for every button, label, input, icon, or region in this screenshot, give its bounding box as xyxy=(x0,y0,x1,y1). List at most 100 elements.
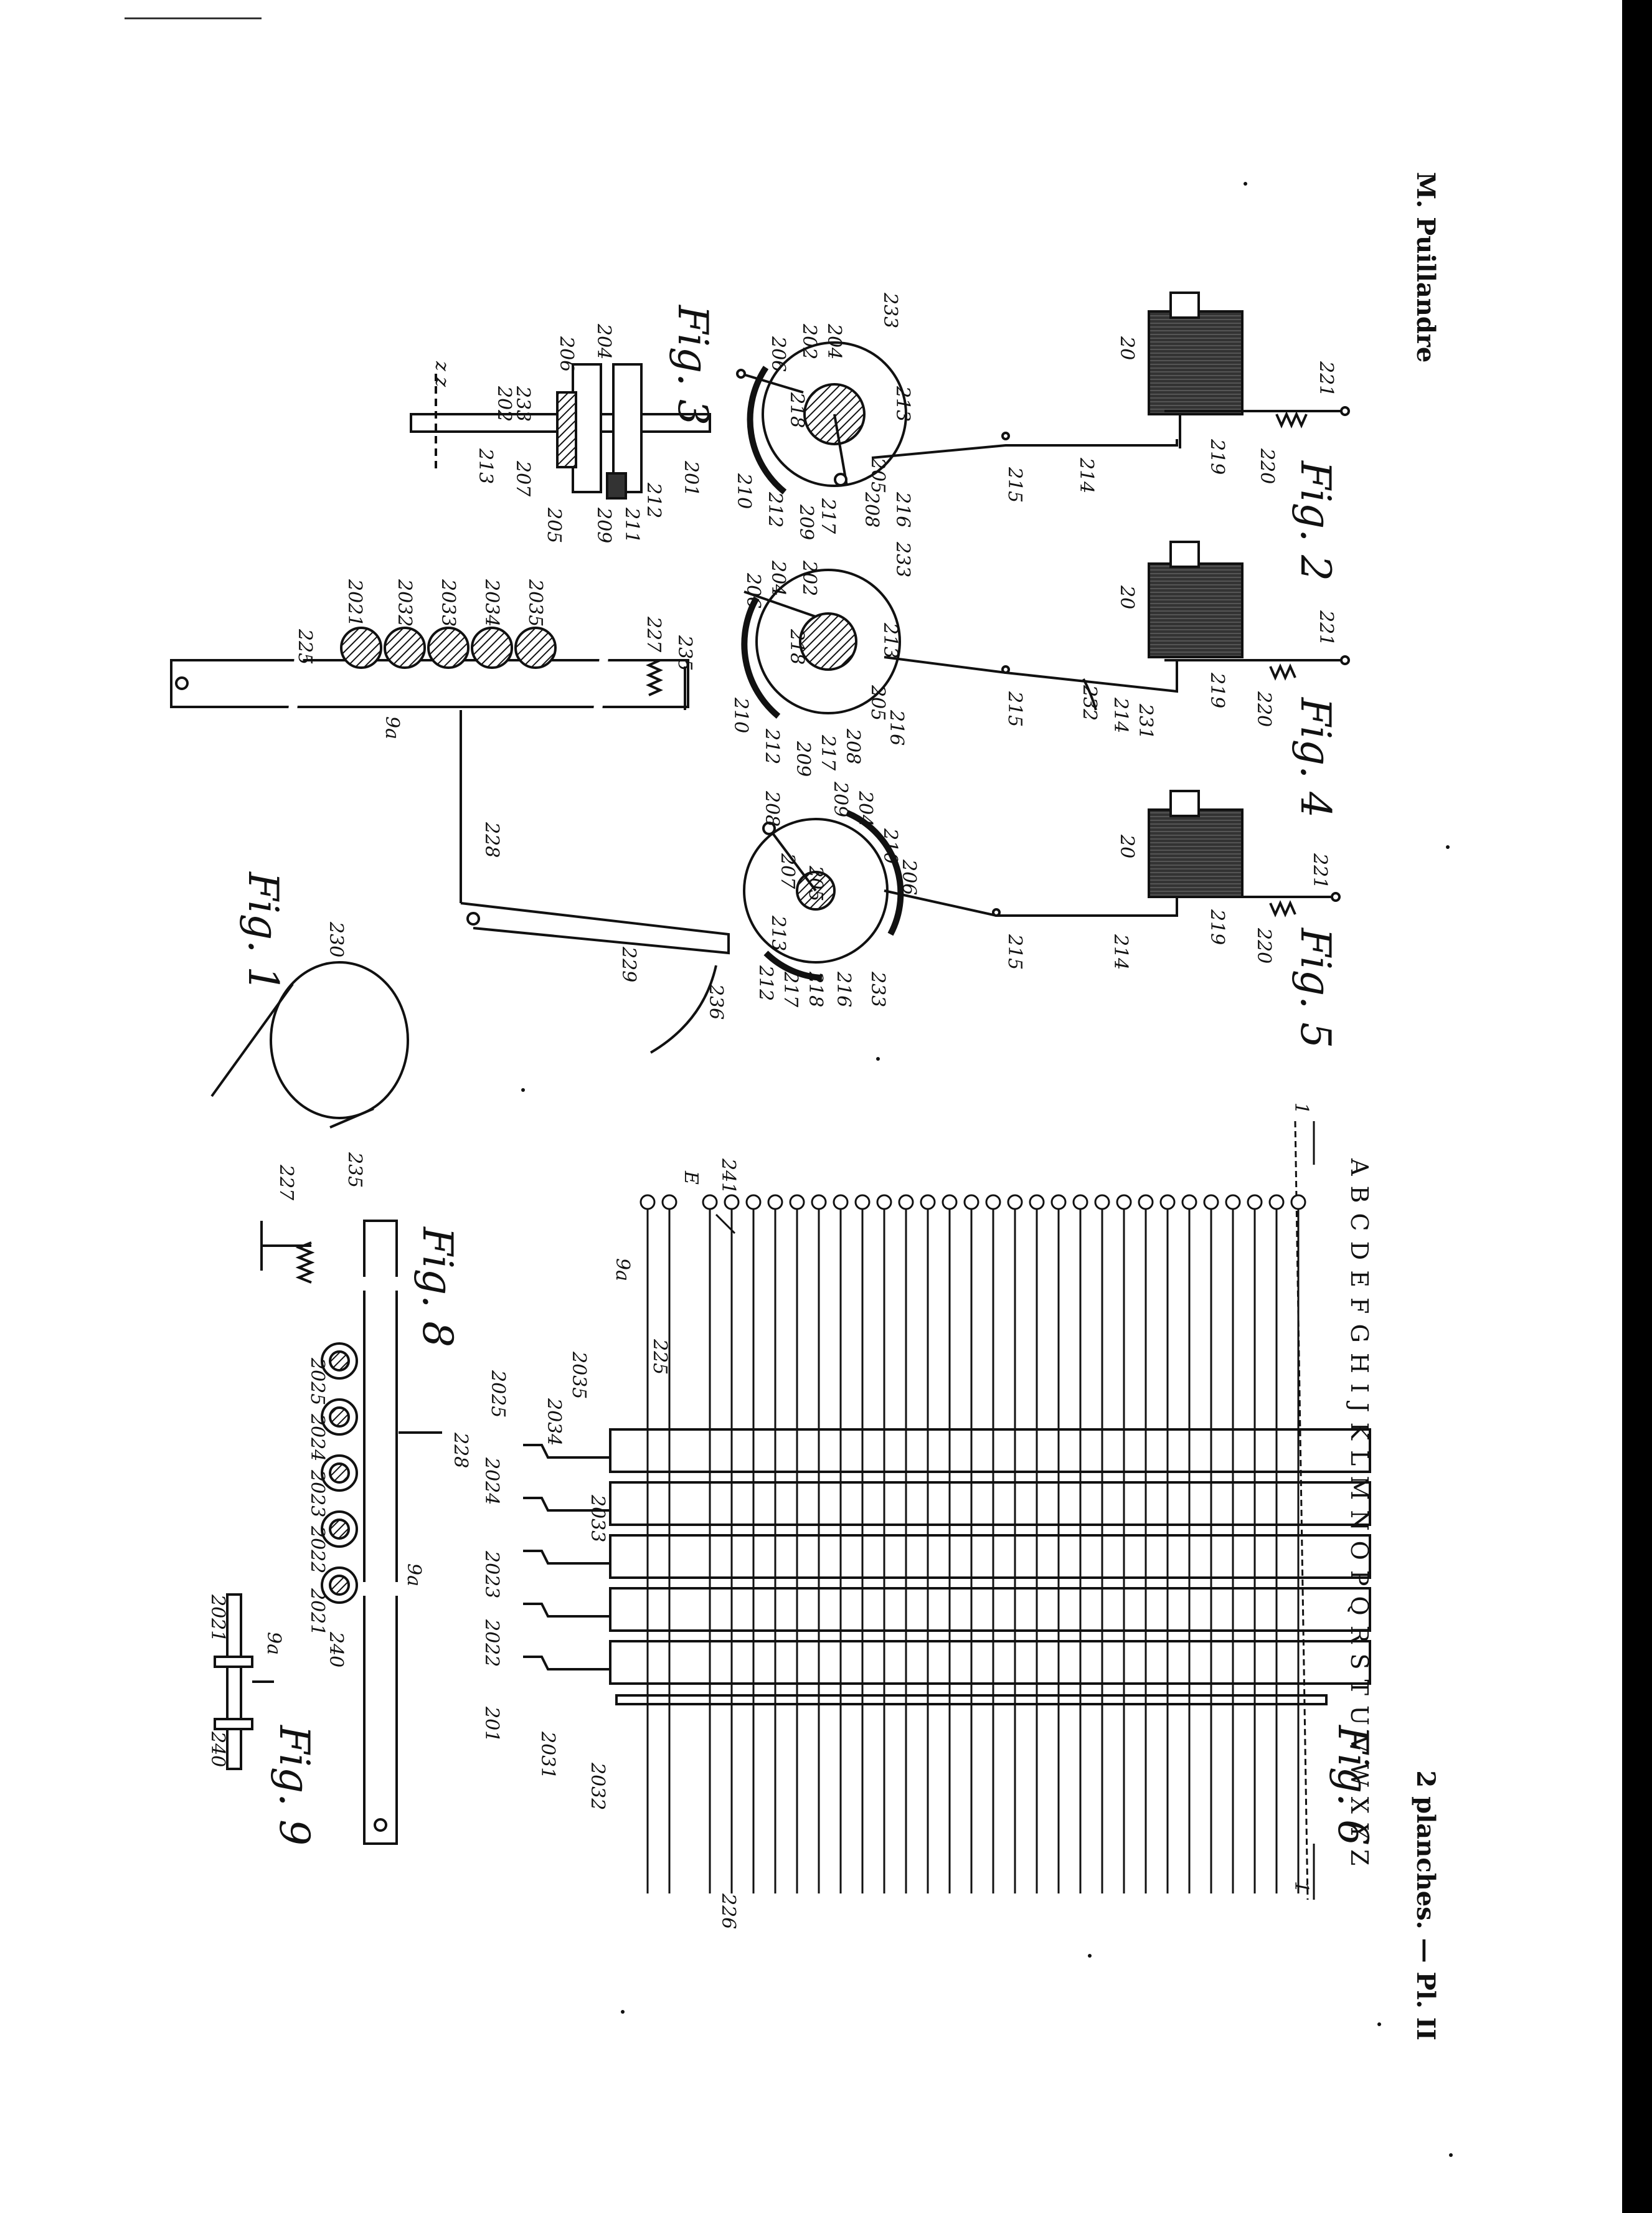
fig8-label-2023: 2023 xyxy=(306,1469,328,1517)
fig5-label-214: 214 xyxy=(1110,934,1131,970)
fig4-label-218: 218 xyxy=(786,628,808,665)
fig6-label-e: E xyxy=(680,1170,702,1185)
fig6-label-1-top: 1 xyxy=(1290,1102,1312,1114)
fig1-title: Fig. 1 xyxy=(239,871,287,992)
fig4-label-205: 205 xyxy=(867,685,889,721)
fig4-label-215: 215 xyxy=(1004,691,1026,727)
wire-head-o xyxy=(986,1195,1000,1209)
fig6-tab-2022 xyxy=(523,1604,610,1616)
fig4-label-20: 20 xyxy=(1116,585,1138,609)
wire-head-t xyxy=(877,1195,891,1209)
wire-head-k xyxy=(1074,1195,1087,1209)
figure-6: A B C D E F G H I J K L M N O P Q R S T … xyxy=(481,1102,1377,1929)
fig2-label-202: 202 xyxy=(798,323,820,359)
fig9-label-9a: 9a xyxy=(263,1632,285,1655)
wire-head-u xyxy=(856,1195,869,1209)
fig9-shaft xyxy=(227,1595,241,1769)
fig2-label-219: 219 xyxy=(1206,438,1228,475)
fig1-label-2032: 2032 xyxy=(394,579,415,627)
fig6-section-line xyxy=(1295,1121,1308,1900)
fig2-label-212: 212 xyxy=(764,491,786,528)
fig1-label-236: 236 xyxy=(705,983,727,1020)
fig3-title: Fig. 3 xyxy=(669,305,717,425)
fig8-label-2024: 2024 xyxy=(306,1413,328,1461)
fig4-pivot xyxy=(1341,656,1349,664)
fig5-block-20 xyxy=(1149,810,1242,897)
fig3-label-233: 233 xyxy=(512,386,534,422)
fig6-label-226: 226 xyxy=(717,1893,739,1929)
fig6-label-9a: 9a xyxy=(611,1258,633,1281)
fig5-label-210: 210 xyxy=(879,828,901,864)
speck-2 xyxy=(1446,845,1450,849)
wire-head-bb xyxy=(703,1195,717,1209)
fig8-label-227: 227 xyxy=(275,1164,297,1201)
fig1-roller-2031 xyxy=(341,628,381,668)
wire-head-e xyxy=(1204,1195,1218,1209)
fig1-lever-229 xyxy=(461,903,729,953)
fig4-label-206: 206 xyxy=(742,572,764,609)
fig6-bars xyxy=(523,1429,1370,1704)
wire-head-r xyxy=(921,1195,935,1209)
fig6-label-2033: 2033 xyxy=(587,1494,608,1542)
wire-head-c xyxy=(1248,1195,1262,1209)
fig2-label-204: 204 xyxy=(823,323,845,359)
speck-8 xyxy=(1449,2153,1453,2157)
fig3-label-201: 201 xyxy=(680,460,702,496)
fig6-label-2031: 2031 xyxy=(537,1731,559,1779)
fig2-block-20 xyxy=(1149,311,1242,414)
fig1-label-235: 235 xyxy=(674,635,696,671)
fig8-bar-9a xyxy=(364,1221,397,1844)
speck-6 xyxy=(1088,1954,1092,1958)
fig5-label-233: 233 xyxy=(867,971,889,1007)
fig3-label-212: 212 xyxy=(643,482,664,518)
wire-head-b xyxy=(1270,1195,1283,1209)
fig5-label-205: 205 xyxy=(805,865,826,901)
figure-4: Fig. 4 20 221 219 220 231 214 232 215 21… xyxy=(730,541,1349,818)
fig5-label-218: 218 xyxy=(805,971,826,1007)
fig4-label-204: 204 xyxy=(767,560,789,596)
fig2-arm-pin xyxy=(1003,433,1009,439)
fig6-label-2022: 2022 xyxy=(481,1619,503,1667)
fig5-label-208: 208 xyxy=(761,790,783,827)
wire-head-v xyxy=(834,1195,847,1209)
fig1-label-229: 229 xyxy=(618,946,640,982)
fig1-label-2021: 2021 xyxy=(344,579,366,627)
fig2-label-215: 215 xyxy=(1004,467,1026,503)
fig5-spring-220 xyxy=(1270,903,1295,914)
fig5-label-213: 213 xyxy=(767,915,789,951)
fig1-bar-break-1 xyxy=(293,657,299,710)
fig5-pivot xyxy=(1332,893,1339,901)
fig5-label-215: 215 xyxy=(1004,934,1026,970)
fig4-label-208: 208 xyxy=(842,728,864,764)
fig2-label-213: 213 xyxy=(892,386,913,422)
fig2-label-220: 220 xyxy=(1256,448,1278,484)
fig5-label-217: 217 xyxy=(780,971,801,1008)
fig6-title: Fig. 6 xyxy=(1329,1725,1377,1846)
fig2-pivot xyxy=(1341,407,1349,415)
fig4-label-212: 212 xyxy=(761,728,783,764)
fig2-label-206: 206 xyxy=(767,336,789,372)
fig1-label-225: 225 xyxy=(294,628,316,665)
fig8-label-2022: 2022 xyxy=(306,1525,328,1573)
fig8-bar-hole xyxy=(375,1819,386,1831)
fig8-roller-2024 xyxy=(330,1408,349,1426)
wire-head-i xyxy=(1117,1195,1131,1209)
fig5-label-221: 221 xyxy=(1309,853,1331,889)
fig9-collar-2 xyxy=(215,1719,252,1729)
fig6-tab-2021 xyxy=(523,1657,610,1669)
fig3-label-209: 209 xyxy=(593,507,615,543)
fig1-label-227: 227 xyxy=(643,616,664,653)
fig9-label-2021: 2021 xyxy=(207,1594,229,1642)
fig6-tab-2025 xyxy=(523,1445,610,1457)
fig6-bar-2035 xyxy=(610,1429,1370,1472)
fig4-label-231: 231 xyxy=(1135,703,1156,739)
fig8-label-228: 228 xyxy=(450,1432,471,1468)
fig5-title: Fig. 5 xyxy=(1291,927,1339,1048)
wire-head-z xyxy=(747,1195,760,1209)
fig8-label-9a: 9a xyxy=(403,1563,425,1586)
fig4-arm-214 xyxy=(884,657,1177,691)
fig6-label-2034: 2034 xyxy=(543,1398,565,1446)
fig5-label-219: 219 xyxy=(1206,909,1228,945)
fig5-label-216: 216 xyxy=(833,971,854,1007)
